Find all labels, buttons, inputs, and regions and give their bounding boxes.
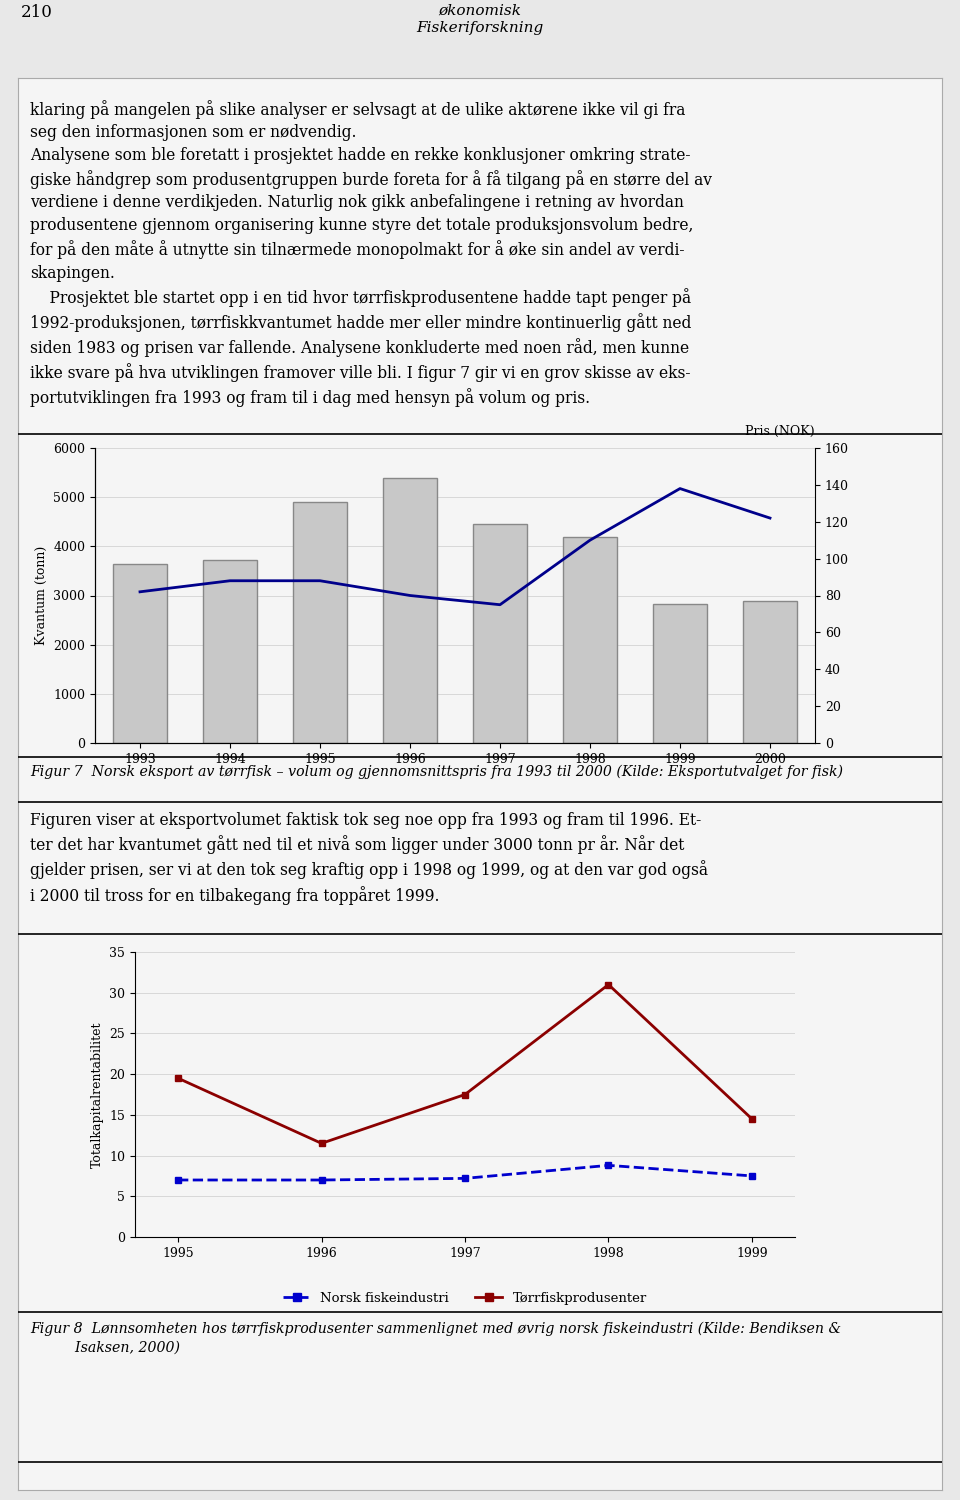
Text: økonomisk
Fiskeriforskning: økonomisk Fiskeriforskning: [417, 4, 543, 34]
Y-axis label: Kvantum (tonn): Kvantum (tonn): [35, 546, 48, 645]
Bar: [203, 560, 257, 742]
Bar: [293, 503, 347, 742]
Text: 210: 210: [21, 4, 53, 21]
Bar: [743, 602, 797, 742]
Bar: [563, 537, 617, 742]
Text: klaring på mangelen på slike analyser er selvsagt at de ulike aktørene ikke vil : klaring på mangelen på slike analyser er…: [30, 100, 712, 408]
Text: Figur 7  Norsk eksport av tørrfisk – volum og gjennomsnittspris fra 1993 til 200: Figur 7 Norsk eksport av tørrfisk – volu…: [30, 765, 843, 780]
Y-axis label: Totalkapitalrentabilitet: Totalkapitalrentabilitet: [91, 1022, 104, 1167]
Bar: [113, 564, 167, 742]
Legend: Norsk fiskeindustri, Tørrfiskprodusenter: Norsk fiskeindustri, Tørrfiskprodusenter: [278, 1287, 652, 1310]
Text: Figuren viser at eksportvolumet faktisk tok seg noe opp fra 1993 og fram til 199: Figuren viser at eksportvolumet faktisk …: [30, 812, 708, 904]
Text: Figur 8  Lønnsomheten hos tørrfiskprodusenter sammenlignet med øvrig norsk fiske: Figur 8 Lønnsomheten hos tørrfiskproduse…: [30, 1322, 841, 1354]
Bar: [383, 478, 437, 742]
Text: Pris (NOK): Pris (NOK): [745, 424, 815, 438]
Bar: [473, 524, 527, 742]
Bar: [653, 604, 707, 742]
